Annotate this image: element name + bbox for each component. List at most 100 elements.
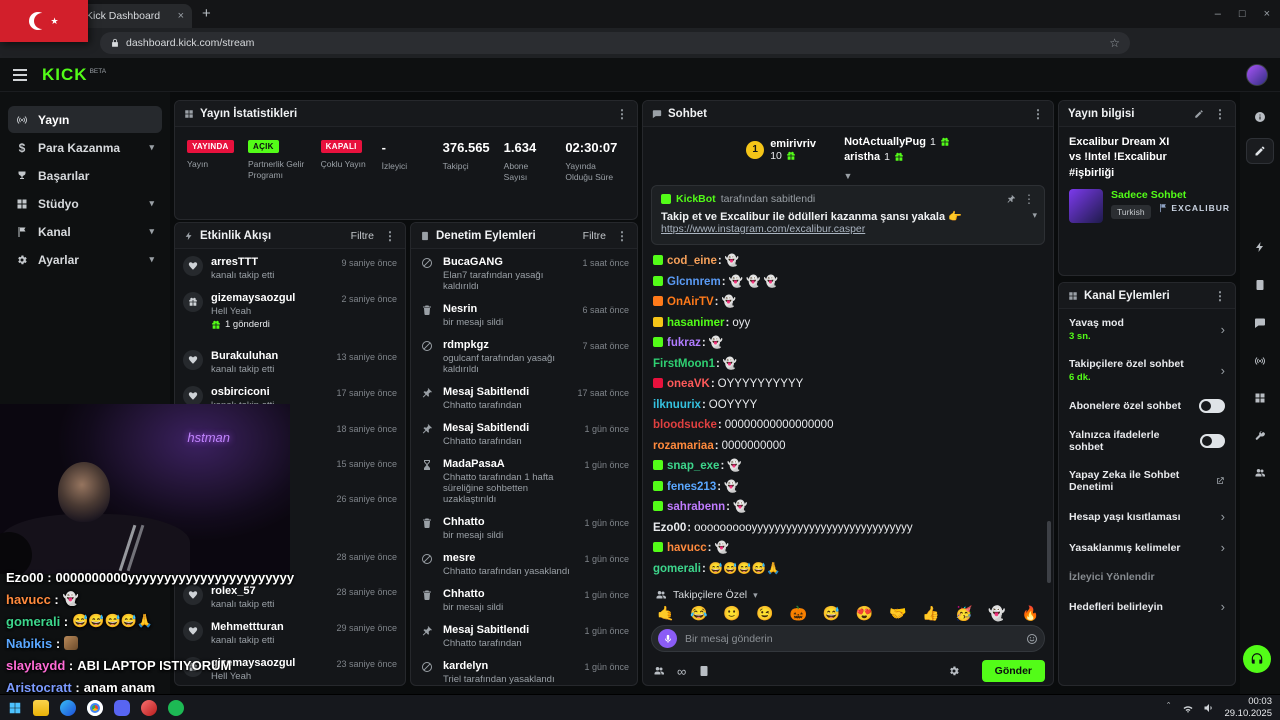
tab-close-icon[interactable]: × (177, 10, 184, 22)
edit-widgets-button[interactable] (1246, 138, 1274, 164)
action-banned-words[interactable]: Yasaklanmış kelimeler › (1069, 540, 1225, 555)
filter-button[interactable]: Filtre (582, 229, 606, 242)
action-account-age[interactable]: Hesap yaşı kısıtlaması › (1069, 509, 1225, 524)
panel-menu-icon[interactable]: ⋮ (1214, 106, 1226, 121)
emote[interactable]: 🎃 (789, 605, 807, 621)
chat-scrollbar[interactable] (1047, 521, 1051, 583)
pinned-by-user[interactable]: KickBot (676, 193, 716, 205)
activity-user[interactable]: rolex_57 (211, 585, 256, 597)
moderation-user[interactable]: Chhatto (443, 516, 485, 528)
moderation-user[interactable]: BucaGANG (443, 256, 503, 268)
sidebar-item-basarilar[interactable]: Başarılar (8, 162, 162, 189)
info-icon[interactable] (1254, 108, 1266, 126)
emote[interactable]: 🤙 (657, 605, 675, 621)
action-set-goals[interactable]: Hedefleri belirleyin › (1069, 599, 1225, 614)
sidebar-item-studyo[interactable]: Stüdyo ▾ (8, 190, 162, 217)
quick-actions-icon[interactable] (1254, 238, 1266, 256)
emote[interactable]: 😍 (855, 605, 874, 621)
chat-username[interactable]: fukraz (667, 337, 709, 349)
pin-icon[interactable] (1006, 194, 1016, 204)
chat-username[interactable]: FirstMoon1 (653, 358, 723, 370)
layout-widget-icon[interactable] (1254, 389, 1266, 407)
chat-username[interactable]: snap_exe (667, 460, 727, 472)
leaderboard-user[interactable]: emirivriv (770, 137, 817, 150)
chat-username[interactable]: OnAirTV (667, 296, 721, 308)
chat-username[interactable]: rozamariaa (653, 440, 722, 452)
chat-username[interactable]: oneaVK (667, 378, 718, 390)
panel-menu-icon[interactable]: ⋮ (384, 228, 396, 243)
emote[interactable]: 😂 (690, 605, 708, 621)
emotes-only-toggle[interactable] (1199, 434, 1225, 448)
category-name[interactable]: Sadece Sohbet (1111, 189, 1187, 202)
chat-settings-gear-icon[interactable] (948, 665, 960, 677)
tray-expand-icon[interactable]: ＾ (1163, 704, 1174, 715)
bookmark-star-icon[interactable]: ☆ (1109, 36, 1120, 50)
leaderboard-user[interactable]: aristha (844, 151, 881, 163)
notes-icon[interactable] (1254, 276, 1266, 294)
link-icon[interactable]: ∞ (677, 663, 687, 679)
hamburger-menu-icon[interactable] (12, 68, 28, 82)
broadcast-widget-icon[interactable] (1254, 352, 1266, 370)
support-chat-button[interactable] (1243, 645, 1271, 673)
activity-user[interactable]: Burakuluhan (211, 350, 279, 362)
chat-username[interactable]: sahrabenn (667, 501, 733, 513)
chrome-icon[interactable] (87, 699, 103, 716)
action-host-viewers[interactable]: İzleyici Yönlendir (1069, 571, 1155, 583)
category-thumbnail[interactable] (1069, 189, 1103, 224)
emote[interactable]: 😅 (822, 605, 841, 621)
chat-message-list[interactable]: cod_eine👻 Glcnnrem👻 👻 👻 OnAirTV👻 hasanim… (643, 249, 1053, 583)
spotify-icon[interactable] (168, 699, 184, 716)
sidebar-item-para-kazanma[interactable]: $ Para Kazanma ▾ (8, 134, 162, 161)
chat-username[interactable]: ilknuurix (653, 399, 709, 411)
panel-menu-icon[interactable]: ⋮ (616, 228, 628, 243)
volume-icon[interactable] (1203, 702, 1215, 714)
send-button[interactable]: Gönder (981, 660, 1045, 682)
sidebar-item-yayin[interactable]: Yayın (8, 106, 162, 133)
emote[interactable]: 👻 (988, 605, 1006, 621)
emote[interactable]: 👍 (922, 605, 940, 621)
moderation-user[interactable]: kardelyn (443, 660, 489, 672)
action-slow-mode[interactable]: Yavaş mod 3 sn. › (1069, 317, 1225, 342)
edit-pencil-icon[interactable] (1194, 109, 1204, 119)
shared-chat-icon[interactable] (653, 665, 665, 677)
emote[interactable]: 😉 (756, 605, 774, 621)
sidebar-item-kanal[interactable]: Kanal ▾ (8, 218, 162, 245)
leaderboard-user[interactable]: NotActuallyPug (844, 136, 926, 148)
pinned-link[interactable]: https://www.instagram.com/excalibur.casp… (661, 223, 866, 235)
emote[interactable]: 🔥 (1021, 605, 1039, 621)
sidebar-item-ayarlar[interactable]: Ayarlar ▾ (8, 246, 162, 273)
chat-username[interactable]: hasanimer (667, 317, 732, 329)
moderation-user[interactable]: rdmpkgz (443, 339, 489, 351)
chat-username[interactable]: havucc (667, 542, 714, 554)
community-widget-icon[interactable] (1254, 464, 1266, 482)
followers-only-indicator[interactable]: Takipçilere Özel ▾ (643, 587, 1053, 603)
filter-button[interactable]: Filtre (350, 229, 374, 242)
language-tag[interactable]: Turkish (1111, 205, 1151, 220)
browser-profile-icon[interactable] (141, 699, 157, 716)
chat-username[interactable]: bloodsucke (653, 419, 725, 431)
new-tab-button[interactable]: + (202, 5, 211, 22)
chat-username[interactable]: cod_eine (667, 255, 725, 267)
emote[interactable]: 🙂 (723, 605, 741, 621)
action-followers-only[interactable]: Takipçilere özel sohbet 6 dk. › (1069, 358, 1225, 383)
chat-username[interactable]: fenes213 (667, 481, 724, 493)
edge-icon[interactable] (60, 699, 76, 716)
emoji-picker-icon[interactable] (1026, 633, 1038, 645)
panel-menu-icon[interactable]: ⋮ (1032, 106, 1044, 121)
voice-message-button[interactable] (658, 629, 677, 648)
window-minimize-icon[interactable]: – (1214, 8, 1221, 20)
tools-widget-icon[interactable] (1254, 427, 1266, 445)
file-explorer-icon[interactable] (33, 699, 49, 716)
chat-username[interactable]: Glcnnrem (667, 276, 729, 288)
pinned-expand-icon[interactable]: ▾ (1032, 210, 1037, 220)
chat-message-input[interactable] (685, 632, 1018, 645)
panel-menu-icon[interactable]: ⋮ (616, 106, 628, 121)
chat-username[interactable]: gomerali (653, 563, 709, 575)
activity-user[interactable]: gizemaysaozgul (211, 657, 296, 669)
window-close-icon[interactable]: × (1263, 8, 1270, 20)
activity-user[interactable]: arresTTT (211, 256, 259, 268)
activity-user[interactable]: gizemaysaozgul (211, 292, 296, 304)
url-bar[interactable]: dashboard.kick.com/stream ☆ (100, 32, 1130, 54)
activity-user[interactable]: osbirciconi (211, 386, 270, 398)
emote[interactable]: 🤝 (888, 605, 907, 621)
